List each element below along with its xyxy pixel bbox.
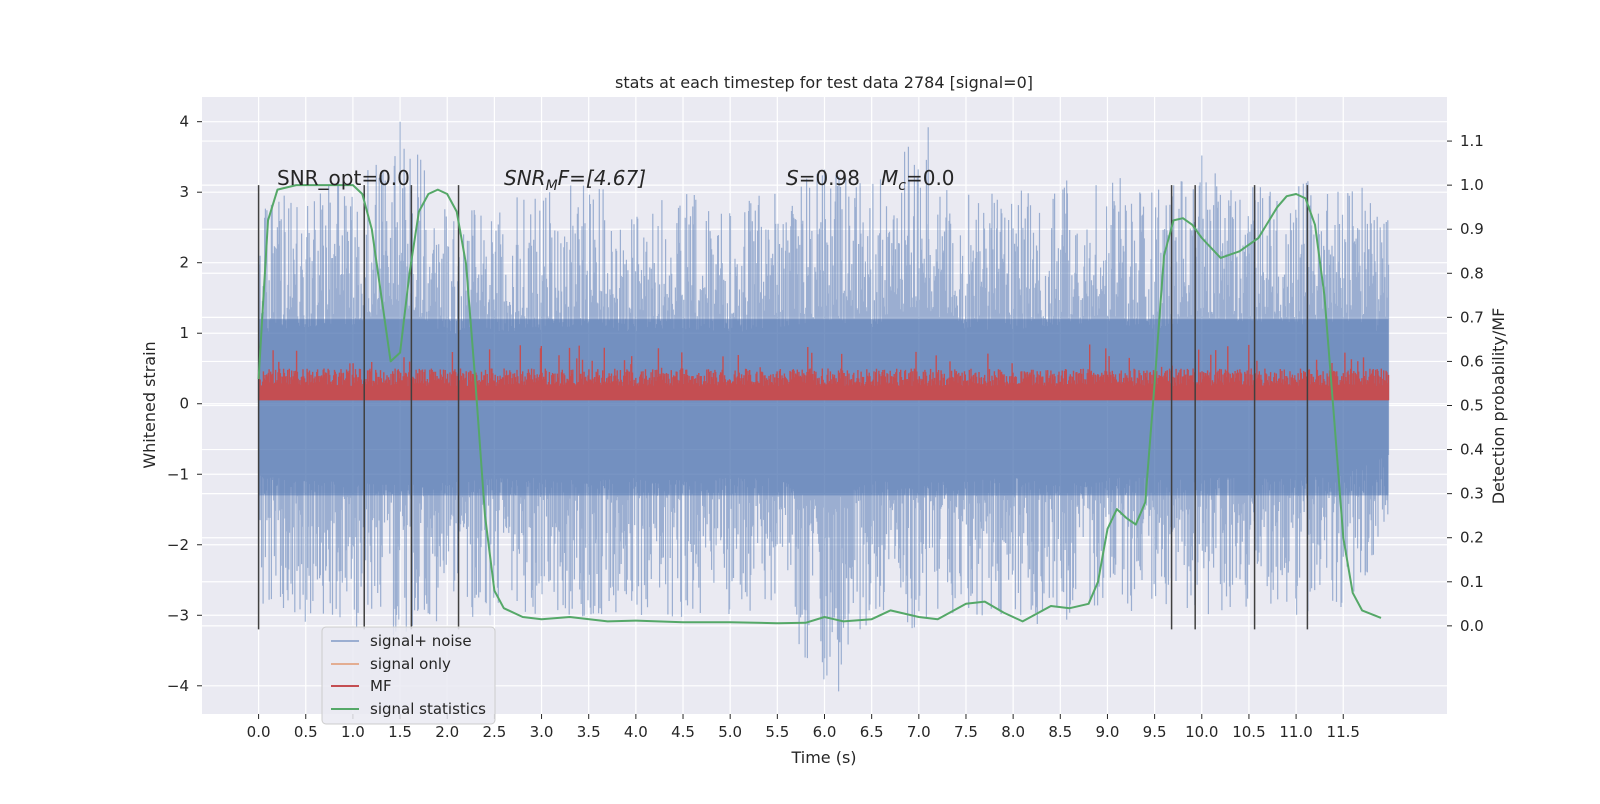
y-tick-label: −1 [167,465,189,483]
y2-tick-label: 0.3 [1460,485,1484,503]
x-tick-label: 2.5 [482,723,506,741]
y-axis-ticks: −4 −3 −2 −1 0 1 2 3 4 [167,113,202,695]
x-tick-label: 9.5 [1143,723,1167,741]
x-tick-label: 10.0 [1185,723,1218,741]
mc-value: =0.0 [906,166,955,190]
y-tick-label: 2 [179,254,189,272]
x-tick-label: 2.0 [435,723,459,741]
y-tick-label: −2 [167,536,189,554]
x-tick-label: 1.0 [341,723,365,741]
x-axis-ticks: 0.0 0.5 1.0 1.5 2.0 2.5 3.0 3.5 4.0 4.5 5.0 5.5 6.0 6… [247,714,1360,741]
y-tick-label: −3 [167,606,189,624]
y2-tick-label: 0.1 [1460,573,1484,591]
legend-box [321,626,496,725]
y-axis-label: Whitened strain [140,341,159,468]
s-stat-symbol: S [786,166,799,190]
snr-mf-rest: F=[4.67] [558,166,646,190]
y2-tick-label: 0.8 [1460,264,1484,282]
legend-label-mf: MF [370,677,392,695]
x-tick-label: 10.5 [1232,723,1265,741]
legend-label-signal-only: signal only [370,655,451,673]
snr-mf-sub: M [546,178,558,194]
x-tick-label: 9.0 [1096,723,1120,741]
y-tick-label: 3 [179,183,189,201]
x-tick-label: 3.0 [530,723,554,741]
annotation-mc: Mc=0.0 [881,166,955,194]
x-tick-label: 7.0 [907,723,931,741]
chart-title: stats at each timestep for test data 278… [615,73,1033,92]
annotation-s-stat: S=0.98 [786,166,860,190]
y-tick-label: 1 [179,324,189,342]
x-tick-label: 5.5 [765,723,789,741]
y-tick-label: −4 [167,677,189,695]
x-axis-label: Time (s) [790,748,856,767]
x-tick-label: 6.0 [813,723,837,741]
annotation-snr-mf: SNRMF=[4.67] [504,166,646,194]
y2-tick-label: 0.6 [1460,352,1484,370]
x-tick-label: 3.5 [577,723,601,741]
x-tick-label: 4.5 [671,723,695,741]
series-mf [257,344,1390,401]
noise-dense-band [258,319,1389,496]
snr-mf-base: SNR [504,166,546,190]
signal-statistics-line [257,184,1382,625]
y2-tick-label: 1.0 [1460,176,1484,194]
x-tick-label: 11.0 [1279,723,1312,741]
annotation-snr-opt: SNR_opt=0.0 [277,166,410,190]
y2-axis-ticks: 0.0 0.1 0.2 0.3 0.4 0.5 0.6 0.7 0.8 0.9 1.0 1.1 [1447,132,1484,635]
x-tick-label: 5.0 [718,723,742,741]
x-tick-label: 6.5 [860,723,884,741]
y2-tick-label: 0.7 [1460,308,1484,326]
mc-base: M [881,166,898,190]
legend-label-signal-noise: signal+ noise [370,632,472,650]
y2-tick-label: 0.4 [1460,441,1484,459]
x-tick-label: 8.5 [1048,723,1072,741]
x-tick-label: 1.5 [388,723,412,741]
x-tick-label: 0.0 [247,723,271,741]
vertical-markers [257,185,1309,630]
mc-sub: c [898,178,906,194]
legend-label-signal-statistics: signal statistics [370,700,486,718]
x-tick-label: 4.0 [624,723,648,741]
x-tick-label: 0.5 [294,723,318,741]
y-tick-label: 0 [179,395,189,413]
legend: signal+ noise signal only MF signal stat… [321,626,496,725]
x-tick-label: 7.5 [954,723,978,741]
y2-tick-label: 0.9 [1460,220,1484,238]
x-tick-label: 8.0 [1001,723,1025,741]
y2-tick-label: 0.0 [1460,617,1484,635]
s-stat-value: =0.98 [799,166,860,190]
y2-axis-label: Detection probability/MF [1489,308,1508,505]
series-signal-noise [258,121,1390,692]
x-tick-label: 11.5 [1327,723,1360,741]
y2-tick-label: 0.2 [1460,529,1484,547]
y2-tick-label: 0.5 [1460,397,1484,415]
y2-tick-label: 1.1 [1460,132,1484,150]
series-signal-statistics [257,184,1382,625]
y-tick-label: 4 [179,113,189,131]
